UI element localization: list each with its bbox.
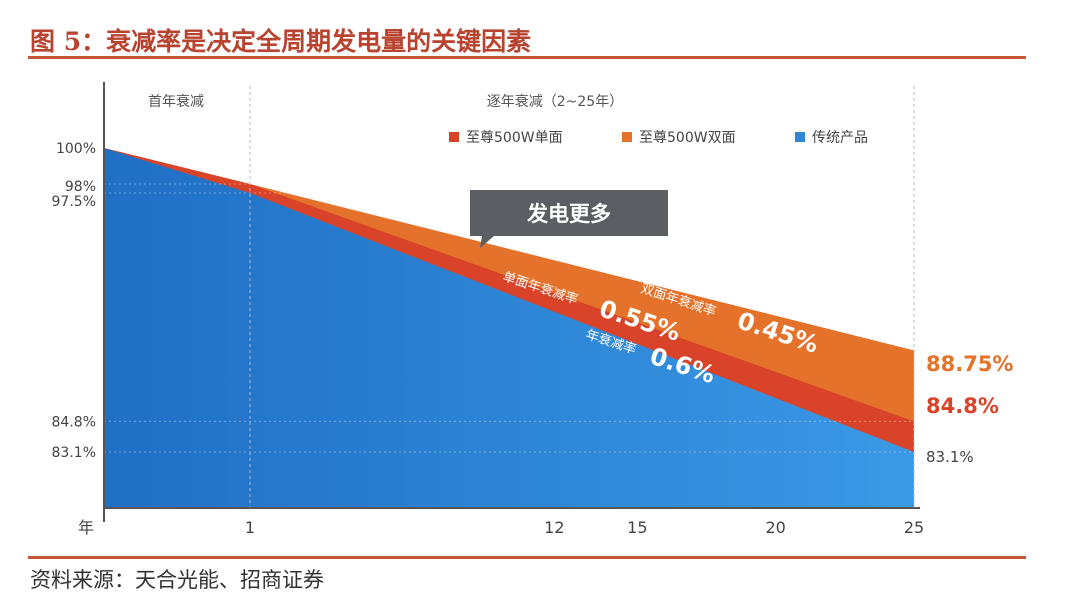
y-tick-label: 97.5% <box>52 194 96 210</box>
legend-swatch-traditional <box>795 132 805 142</box>
callout-text: 发电更多 <box>526 202 611 226</box>
x-tick-label: 1 <box>245 518 255 537</box>
legend-label-double: 至尊500W双面 <box>639 129 736 146</box>
legend-label-single: 至尊500W单面 <box>466 129 563 146</box>
y-tick-label: 84.8% <box>52 414 96 430</box>
y-tick-label: 98% <box>65 179 96 195</box>
y-tick-label: 100% <box>56 141 96 157</box>
legend-label-traditional: 传统产品 <box>812 130 868 146</box>
callout-more-power: 发电更多 <box>470 190 668 248</box>
area-series-traditional <box>104 148 914 508</box>
source-rule <box>28 556 1026 559</box>
x-tick-label: 25 <box>904 518 924 537</box>
legend-swatch-double <box>622 132 632 142</box>
x-tick-label: 15 <box>627 518 647 537</box>
x-tick-label: 20 <box>765 518 785 537</box>
source-note: 资料来源：天合光能、招商证券 <box>30 568 324 592</box>
end-label-double: 88.75% <box>926 352 1013 376</box>
y-tick-labels: 100% 98%97.5% 84.8% 83.1% <box>52 141 96 461</box>
y-tick-label: 83.1% <box>52 445 96 461</box>
title-rule <box>28 56 1026 59</box>
legend: 至尊500W单面 至尊500W双面 传统产品 <box>449 129 868 146</box>
x-tick-label: 12 <box>544 518 564 537</box>
phase-label-first-year: 首年衰减 <box>148 93 204 110</box>
figure-title: 图 5：衰减率是决定全周期发电量的关键因素 <box>30 27 532 56</box>
legend-swatch-single <box>449 132 459 142</box>
end-label-single: 84.8% <box>926 394 999 418</box>
end-label-traditional: 83.1% <box>926 448 974 466</box>
x-unit-label: 年 <box>78 518 94 537</box>
x-tick-labels: 1 12 15 20 25 <box>245 518 924 537</box>
phase-label-yearly: 逐年衰减（2~25年） <box>487 93 623 110</box>
